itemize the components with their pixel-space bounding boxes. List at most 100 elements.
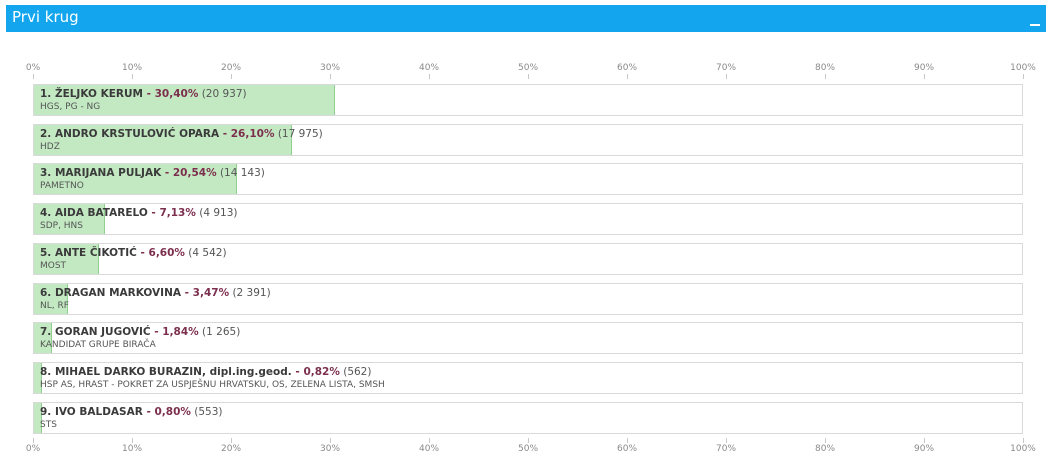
x-tick-mark [528, 74, 529, 79]
candidate-label: 6. DRAGAN MARKOVINA - 3,47% (2 391) NL, R… [40, 287, 271, 311]
candidate-percent: 0,82% [303, 366, 340, 378]
candidate-party: MOST [40, 261, 67, 271]
candidate-party: HDZ [40, 142, 60, 152]
x-tick-mark [33, 438, 34, 443]
x-tick-label: 0% [25, 63, 41, 73]
result-bar [34, 164, 238, 194]
x-tick-mark [231, 438, 232, 443]
candidate-percent: 1,84% [162, 326, 199, 338]
candidate-result-line: 1. ŽELJKO KERUM - 30,40% (20 937) [40, 88, 247, 100]
x-tick-mark [528, 438, 529, 443]
x-tick-label: 20% [220, 444, 242, 454]
x-tick-mark [825, 74, 826, 79]
candidate-votes: (17 975) [277, 128, 323, 140]
candidate-row: 5. ANTE ČIKOTIĆ - 6,60% (4 542) MOST [33, 243, 1023, 275]
candidate-row: 9. IVO BALDASAR - 0,80% (553) STS [33, 402, 1023, 434]
panel-title: Prvi krug [12, 8, 79, 26]
candidate-name: 5. ANTE ČIKOTIĆ [40, 247, 137, 259]
candidate-row: 7. GORAN JUGOVIĆ - 1,84% (1 265) KANDIDAT… [33, 322, 1023, 354]
candidate-name: 8. MIHAEL DARKO BURAZIN, dipl.ing.geod. [40, 366, 292, 378]
x-tick-mark [726, 438, 727, 443]
candidate-result-line: 2. ANDRO KRSTULOVIĆ OPARA - 26,10% (17 9… [40, 128, 323, 140]
x-tick-label: 30% [319, 444, 341, 454]
candidate-votes: (14 143) [219, 167, 265, 179]
candidate-percent: 7,13% [159, 207, 196, 219]
candidate-label: 1. ŽELJKO KERUM - 30,40% (20 937) HGS, PG… [40, 88, 247, 112]
candidate-row: 4. AIDA BATARELO - 7,13% (4 913) SDP, HNS [33, 203, 1023, 235]
candidate-label: 8. MIHAEL DARKO BURAZIN, dipl.ing.geod. … [40, 366, 385, 390]
x-tick-label: 90% [913, 444, 935, 454]
candidate-row: 3. MARIJANA PULJAK - 20,54% (14 143) PAME… [33, 163, 1023, 195]
x-tick-mark [330, 438, 331, 443]
x-tick-label: 100% [1010, 444, 1036, 454]
candidate-label: 4. AIDA BATARELO - 7,13% (4 913) SDP, HNS [40, 207, 238, 231]
candidate-percent: 0,80% [154, 406, 191, 418]
x-tick-label: 30% [319, 63, 341, 73]
candidate-votes: (4 913) [199, 207, 238, 219]
x-tick-label: 70% [715, 444, 737, 454]
candidate-label: 9. IVO BALDASAR - 0,80% (553) STS [40, 406, 223, 430]
x-tick-label: 90% [913, 63, 935, 73]
candidate-party: HSP AS, HRAST - POKRET ZA USPJEŠNU HRVAT… [40, 380, 385, 390]
candidate-percent: 3,47% [192, 287, 230, 299]
x-axis-bottom: 0% 10% 20% 30% 40% 50% 60% 70% 80% 90% 100% [0, 438, 1047, 456]
candidate-party: HGS, PG - NG [40, 102, 101, 112]
x-tick-label: 60% [616, 444, 638, 454]
candidate-label: 7. GORAN JUGOVIĆ - 1,84% (1 265) KANDIDAT… [40, 326, 240, 350]
x-tick-mark [231, 74, 232, 79]
candidate-votes: (562) [343, 366, 372, 378]
candidate-name: 9. IVO BALDASAR [40, 406, 143, 418]
candidate-party: SDP, HNS [40, 221, 84, 231]
result-bar [34, 244, 100, 274]
result-bar [34, 85, 335, 115]
x-tick-label: 70% [715, 63, 737, 73]
candidate-name: 1. ŽELJKO KERUM [40, 88, 143, 100]
x-tick-label: 10% [121, 63, 143, 73]
candidate-name: 4. AIDA BATARELO [40, 207, 148, 219]
result-bar [34, 284, 69, 314]
x-tick-label: 40% [418, 444, 440, 454]
candidate-row: 8. MIHAEL DARKO BURAZIN, dipl.ing.geod. … [33, 362, 1023, 394]
candidate-name: 3. MARIJANA PULJAK [40, 167, 162, 179]
x-tick-label: 80% [814, 444, 836, 454]
candidate-label: 2. ANDRO KRSTULOVIĆ OPARA - 26,10% (17 9… [40, 128, 323, 152]
candidate-votes: (553) [194, 406, 223, 418]
result-bar [34, 363, 43, 393]
candidate-name: 6. DRAGAN MARKOVINA [40, 287, 181, 299]
x-tick-mark [330, 74, 331, 79]
candidate-party: NL, RF [40, 301, 69, 311]
candidate-party: STS [40, 420, 57, 430]
x-tick-label: 50% [517, 444, 539, 454]
candidate-percent: 20,54% [172, 167, 217, 179]
x-tick-mark [627, 438, 628, 443]
result-bar [34, 204, 105, 234]
x-tick-mark [1023, 74, 1024, 79]
x-tick-mark [825, 438, 826, 443]
x-tick-mark [726, 74, 727, 79]
x-tick-label: 20% [220, 63, 242, 73]
x-tick-mark [627, 74, 628, 79]
candidate-votes: (1 265) [202, 326, 241, 338]
candidate-row: 6. DRAGAN MARKOVINA - 3,47% (2 391) NL, R… [33, 283, 1023, 315]
candidate-row: 2. ANDRO KRSTULOVIĆ OPARA - 26,10% (17 9… [33, 124, 1023, 156]
candidate-percent: 30,40% [154, 88, 199, 100]
candidate-result-line: 8. MIHAEL DARKO BURAZIN, dipl.ing.geod. … [40, 366, 372, 378]
candidate-votes: (20 937) [201, 88, 247, 100]
x-tick-mark [429, 74, 430, 79]
candidate-percent: 6,60% [148, 247, 185, 259]
x-tick-label: 0% [25, 444, 41, 454]
candidate-result-line: 9. IVO BALDASAR - 0,80% (553) [40, 406, 223, 418]
x-tick-mark [33, 74, 34, 79]
x-tick-mark [429, 438, 430, 443]
candidate-label: 3. MARIJANA PULJAK - 20,54% (14 143) PAME… [40, 167, 265, 191]
x-tick-mark [1023, 438, 1024, 443]
candidate-party: PAMETNO [40, 181, 84, 191]
x-tick-mark [924, 74, 925, 79]
x-tick-mark [924, 438, 925, 443]
collapse-icon[interactable] [1028, 11, 1042, 27]
candidate-label: 5. ANTE ČIKOTIĆ - 6,60% (4 542) MOST [40, 247, 227, 271]
x-axis-top: 0% 10% 20% 30% 40% 50% 60% 70% 80% 90% 100% [0, 63, 1047, 79]
candidate-result-line: 7. GORAN JUGOVIĆ - 1,84% (1 265) [40, 326, 241, 338]
x-tick-mark [132, 438, 133, 443]
x-tick-label: 80% [814, 63, 836, 73]
